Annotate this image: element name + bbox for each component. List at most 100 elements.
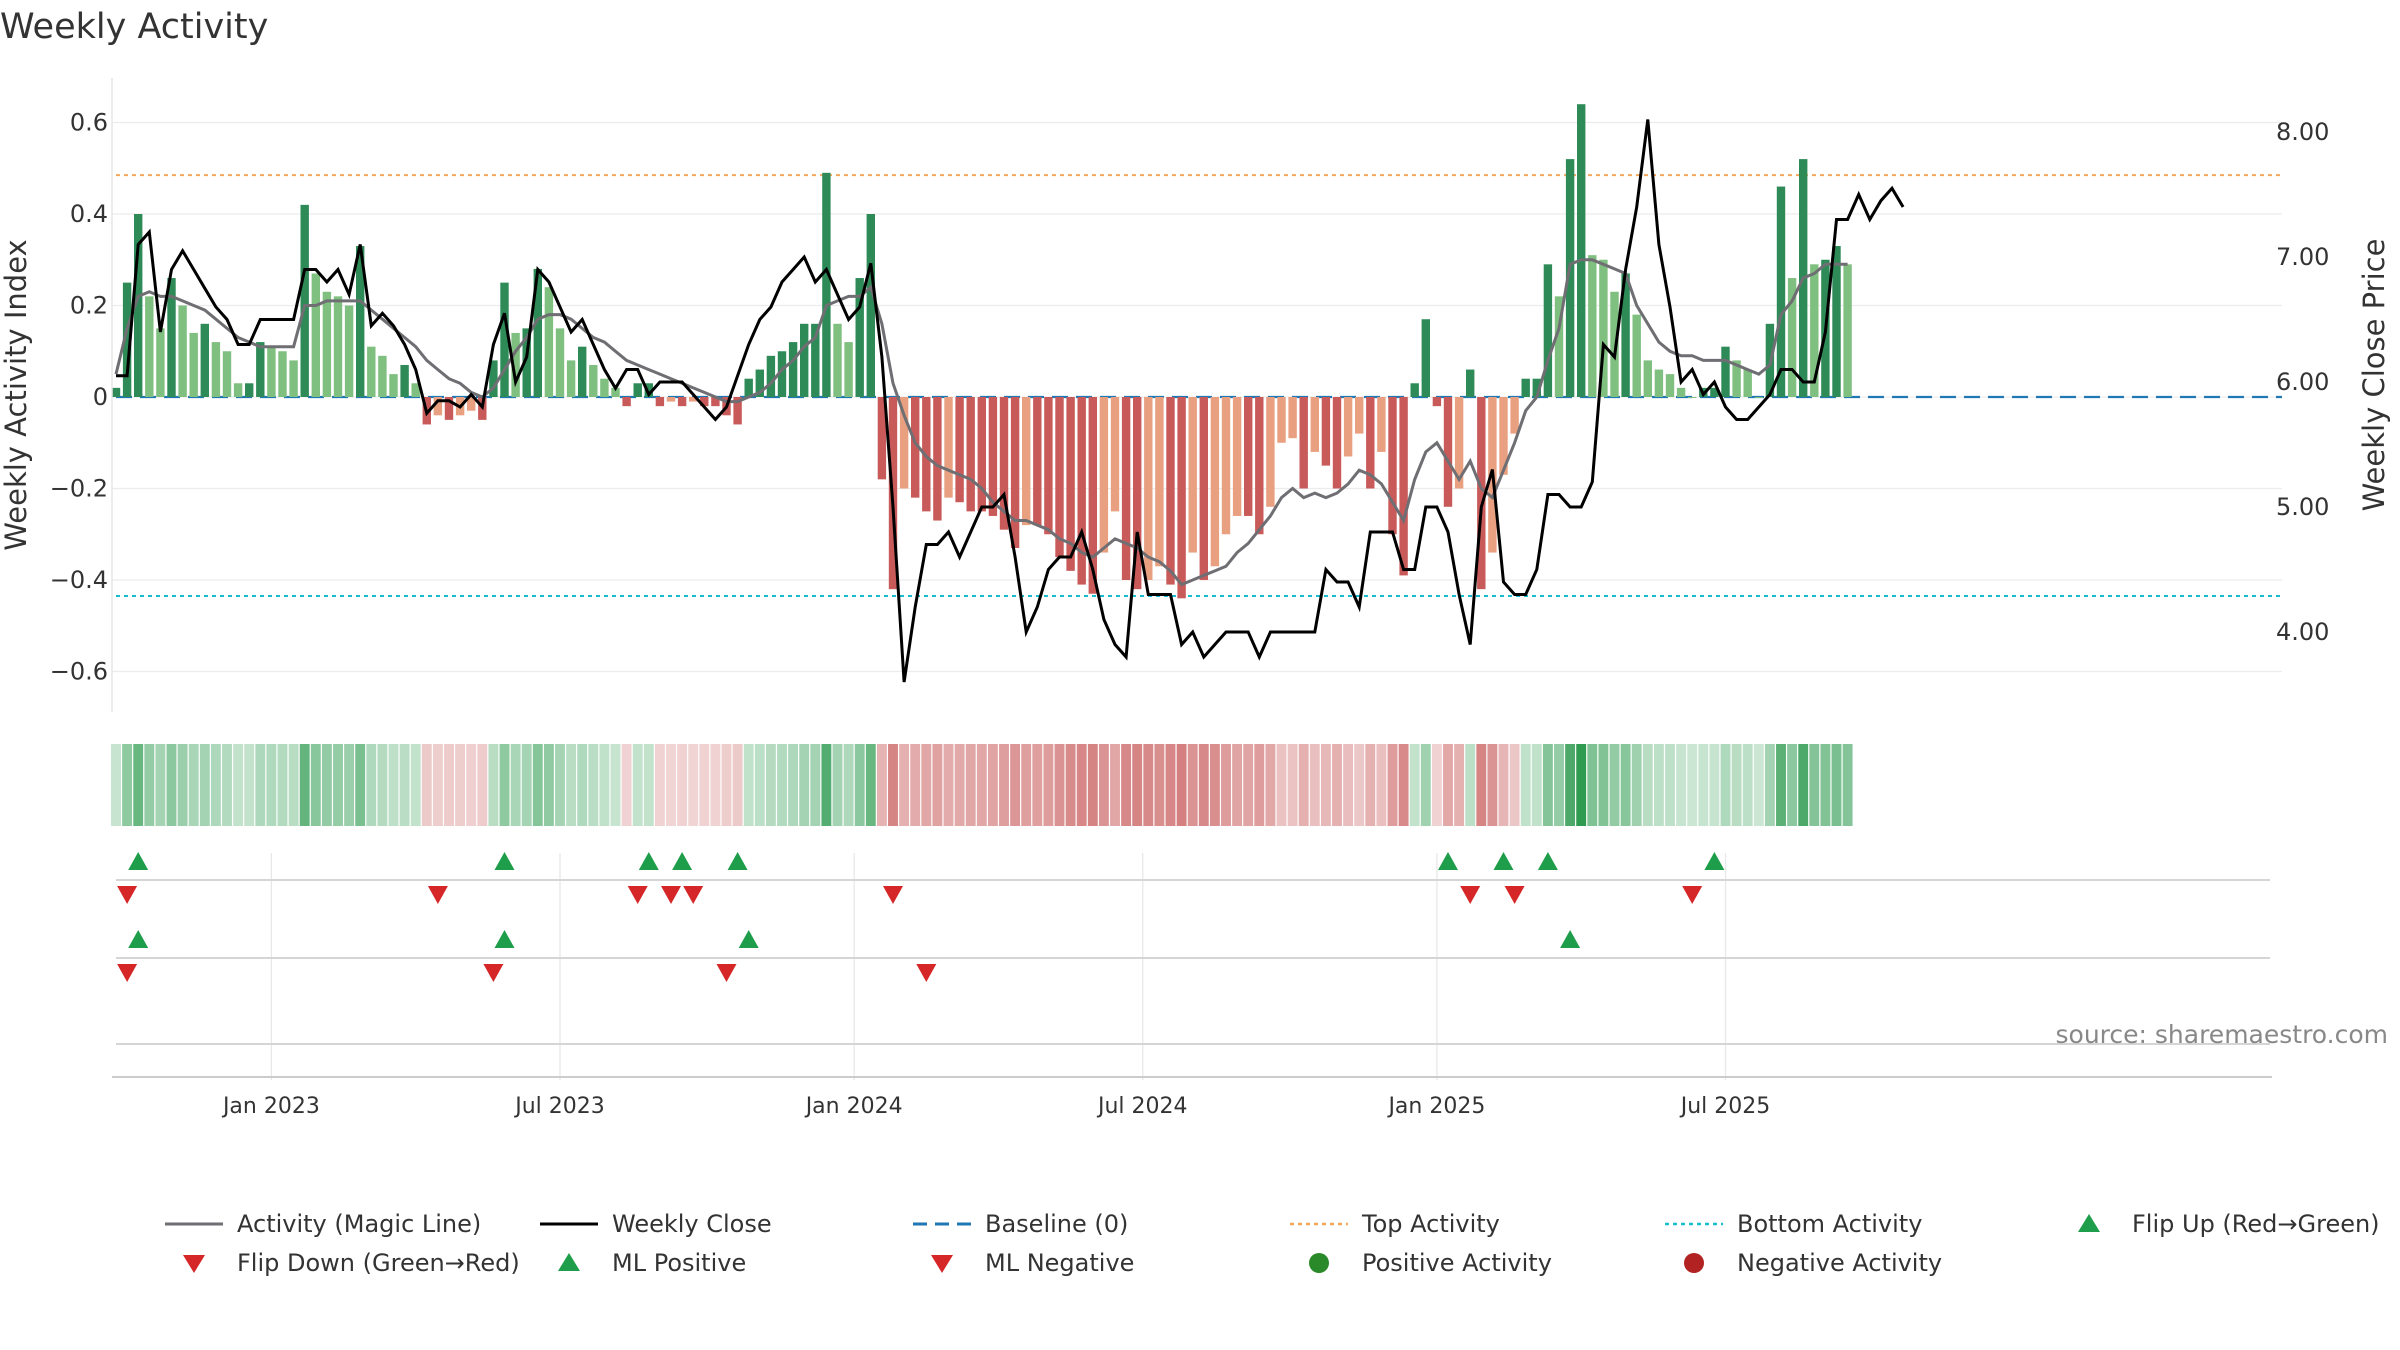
activity-bar (1210, 397, 1220, 567)
activity-bar (644, 383, 653, 397)
activity-bar (511, 332, 520, 397)
heat-strip-cell (1665, 744, 1675, 826)
legend: Activity (Magic Line) Weekly Close Baselin… (165, 1210, 2380, 1277)
heat-strip-cell (1010, 744, 1021, 826)
heat-strip-cell (1209, 744, 1220, 826)
legend-label: Bottom Activity (1737, 1210, 1922, 1238)
heat-strip-cell (532, 744, 543, 826)
legend-label: Weekly Close (612, 1210, 772, 1238)
flip-up-marker (1438, 852, 1458, 870)
activity-bar (1610, 291, 1619, 397)
heat-strip-cell (1465, 744, 1476, 826)
heat-strip-cell (1676, 744, 1687, 826)
heat-strip-cell (466, 744, 477, 826)
activity-bar (489, 360, 498, 397)
legend-label: ML Negative (985, 1249, 1134, 1277)
activity-bar (1055, 397, 1064, 558)
legend-symbol-circle (1684, 1253, 1704, 1273)
activity-bar (1743, 369, 1752, 397)
heat-strip-cell (1409, 744, 1420, 826)
activity-bar (966, 397, 975, 512)
activity-bar (744, 378, 753, 397)
activity-bar (1710, 387, 1719, 397)
flip-up-marker (1537, 852, 1558, 870)
activity-bar (1565, 159, 1575, 397)
activity-bar (1632, 314, 1641, 397)
x-tick-label: Jan 2023 (221, 1094, 320, 1119)
heat-strip-cell (421, 744, 432, 826)
heat-strip-cell (1343, 744, 1354, 826)
activity-bar (1155, 397, 1164, 567)
activity-bar (1255, 397, 1264, 535)
activity-bar (1010, 397, 1020, 548)
heat-strip-cell (832, 744, 843, 826)
series-lines (114, 119, 1905, 683)
activity-bar (766, 355, 776, 397)
activity-heat-strip (111, 744, 1853, 826)
marker-panels (116, 852, 2270, 1080)
activity-bar (977, 397, 986, 512)
heat-strip-cell (1598, 744, 1609, 826)
activity-bar (400, 364, 409, 397)
activity-bar (389, 374, 398, 397)
activity-bar (555, 328, 565, 397)
heat-strip-cell (1132, 744, 1143, 826)
activity-bars (111, 104, 1852, 599)
heat-strip-cell (1309, 744, 1320, 826)
heat-strip-cell (288, 744, 299, 826)
y2-tick-label: 8.00 (2276, 118, 2329, 146)
heat-strip-cell (1154, 744, 1165, 826)
activity-bar (322, 291, 332, 397)
activity-bar (844, 342, 853, 397)
right-y-axis: 8.00 7.00 6.00 5.00 4.00 (2276, 118, 2329, 646)
activity-bar (333, 296, 343, 397)
heat-strip-cell (777, 744, 787, 826)
heat-strip-cell (1387, 744, 1398, 826)
activity-bar (444, 397, 454, 420)
heat-strip-cell (1121, 744, 1132, 826)
legend-label: Top Activity (1361, 1210, 1500, 1238)
activity-bar (222, 351, 232, 397)
y-tick-label: 0 (93, 383, 108, 411)
heat-strip-cell (632, 744, 643, 826)
flip-down-marker (661, 886, 681, 904)
activity-bar (1110, 397, 1120, 512)
heat-strip-cell (1631, 744, 1642, 826)
heat-strip-cell (432, 744, 443, 826)
heat-strip-cell (1587, 744, 1598, 826)
heat-strip-cell (521, 744, 532, 826)
activity-bar (1321, 397, 1331, 466)
heat-strip-cell (177, 744, 188, 826)
heat-strip-cell (1787, 744, 1798, 826)
activity-bar (1144, 397, 1153, 580)
activity-bar (1099, 397, 1109, 553)
activity-bar (1776, 186, 1786, 397)
heat-strip-cell (255, 744, 266, 826)
activity-bar (544, 287, 554, 397)
activity-bar (1410, 383, 1419, 397)
heat-strip-cell (1642, 744, 1653, 826)
activity-bar (1421, 319, 1430, 397)
flip-down-marker (117, 886, 138, 904)
heat-strip-cell (1287, 744, 1298, 826)
heat-strip-cell (133, 744, 144, 826)
heat-strip-cell (444, 744, 454, 826)
heat-strip-cell (743, 744, 754, 826)
heat-strip-cell (1443, 744, 1453, 826)
y2-tick-label: 6.00 (2276, 368, 2329, 396)
activity-bar (1232, 397, 1242, 516)
heat-strip-cell (144, 744, 155, 826)
activity-bar (1721, 346, 1730, 397)
heat-strip-cell (1054, 744, 1065, 826)
activity-bar (822, 172, 831, 397)
flip-up-marker (1493, 852, 1514, 870)
y2-tick-label: 5.00 (2276, 493, 2329, 521)
x-tick-label: Jul 2025 (1679, 1094, 1771, 1119)
heat-strip-cell (943, 744, 954, 826)
activity-bar (600, 378, 609, 397)
heat-strip-cell (166, 744, 177, 826)
legend-label: Positive Activity (1362, 1249, 1552, 1277)
heat-strip-cell (188, 744, 199, 826)
heat-strip-cell (765, 744, 776, 826)
activity-bar (1477, 397, 1486, 590)
